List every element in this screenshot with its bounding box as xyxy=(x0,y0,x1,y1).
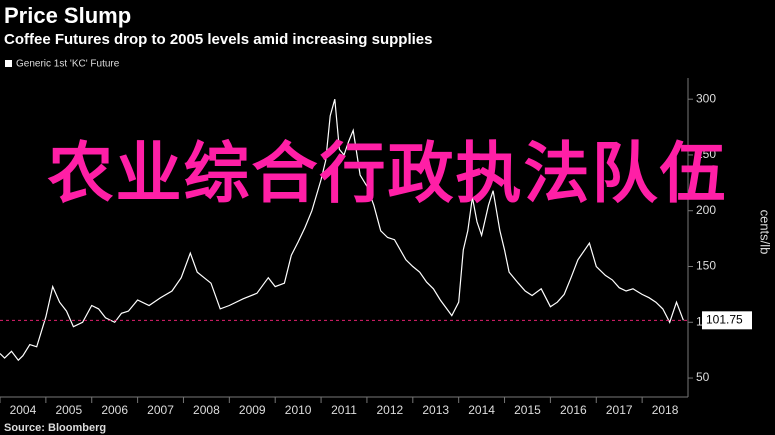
last-value-box xyxy=(702,311,752,330)
legend-label: Generic 1st 'KC' Future xyxy=(16,59,120,70)
y-tick-label: 50 xyxy=(696,370,710,384)
x-tick-label: 2007 xyxy=(147,403,174,417)
x-tick-label: 2017 xyxy=(606,403,633,417)
x-tick-label: 2014 xyxy=(468,403,495,417)
y-tick-label: 150 xyxy=(696,259,716,273)
chart-subtitle: Coffee Futures drop to 2005 levels amid … xyxy=(4,31,432,48)
legend-swatch xyxy=(5,60,12,67)
last-value-label: 101.75 xyxy=(706,312,743,326)
x-tick-label: 2015 xyxy=(514,403,541,417)
overlay-text: 农业综合行政执法队伍 xyxy=(0,138,775,210)
line-series xyxy=(0,99,684,362)
y-tick-label: 250 xyxy=(696,147,716,161)
x-tick-label: 2006 xyxy=(101,403,128,417)
x-tick-label: 2012 xyxy=(377,403,404,417)
x-tick-label: 2016 xyxy=(560,403,587,417)
x-tick-label: 2011 xyxy=(331,403,357,417)
x-tick-label: 2004 xyxy=(10,403,37,417)
x-tick-label: 2010 xyxy=(285,403,312,417)
chart-title: Price Slump xyxy=(4,3,131,28)
x-tick-label: 2013 xyxy=(422,403,449,417)
x-tick-label: 2009 xyxy=(239,403,266,417)
source: Source: Bloomberg xyxy=(4,422,106,434)
y-tick-label: 200 xyxy=(696,203,716,217)
y-axis-label: cents/lb xyxy=(758,210,773,255)
x-tick-label: 2008 xyxy=(193,403,220,417)
overlay-text-span: 农业综合行政执法队伍 xyxy=(47,135,728,212)
x-tick-label: 2018 xyxy=(652,403,679,417)
x-tick-label: 2005 xyxy=(55,403,82,417)
y-tick-label: 300 xyxy=(696,91,716,105)
